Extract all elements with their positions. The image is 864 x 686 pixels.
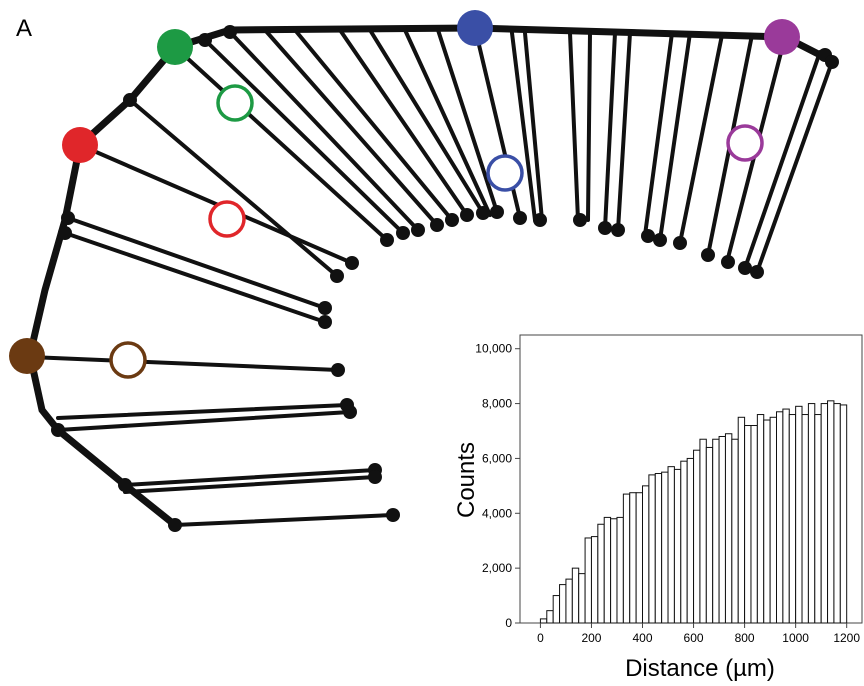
bar [635,492,644,624]
bar [680,460,688,624]
bar [782,408,790,624]
bar [827,400,835,624]
x-tick-label: 200 [581,631,601,645]
bar [756,414,765,624]
x-tick-label: 0 [537,631,544,645]
bar [552,595,561,624]
neuron-diagram [9,10,839,532]
y-tick-label: 0 [505,616,512,630]
bar [718,435,726,624]
marker-filled [9,10,800,374]
y-axis-label: Counts [453,442,480,518]
y-tick-label: 8,000 [482,397,512,411]
bar [712,438,720,624]
bar [839,404,848,624]
y-tick-label: 6,000 [482,451,512,465]
bar [661,471,669,624]
y-tick-label: 4,000 [482,506,512,520]
bar [565,578,573,624]
bar [673,468,682,624]
bar [571,567,580,624]
bar [724,433,733,624]
bar [763,419,771,624]
bar [705,446,714,624]
bar [629,492,637,624]
bar [814,414,822,624]
bar [622,493,631,624]
bar [578,573,586,624]
x-tick-label: 1000 [782,631,809,645]
bar [801,414,809,624]
bar [584,537,592,624]
bar [750,425,758,624]
bar [597,523,605,624]
y-tick-label: 2,000 [482,561,512,575]
bar [559,584,567,624]
bar [744,425,752,624]
bar [807,403,816,624]
bar [769,416,777,624]
bar [546,610,554,624]
bar [693,449,701,624]
bar [667,466,675,624]
x-tick-label: 600 [684,631,704,645]
bar [610,518,618,624]
bar [795,405,803,624]
bar [648,474,656,624]
x-axis-label: Distance (µm) [625,655,775,682]
bar [820,403,829,624]
y-tick-label: 10,000 [475,342,512,356]
bar [731,438,739,624]
marker-open [109,84,764,379]
bar [603,516,612,624]
bar [737,416,746,624]
bar [539,618,548,624]
bar [590,536,599,624]
bar [686,457,695,624]
bar [833,403,841,624]
x-tick-label: 400 [632,631,652,645]
panel-label: A [16,15,32,42]
bar [788,414,797,624]
bar [616,516,624,624]
bar [776,411,784,624]
branches [28,26,834,527]
x-tick-label: 1200 [833,631,860,645]
bar [699,438,707,624]
branch-ends [51,25,839,532]
bar [642,485,650,624]
bar [654,473,663,624]
x-tick-label: 800 [735,631,755,645]
